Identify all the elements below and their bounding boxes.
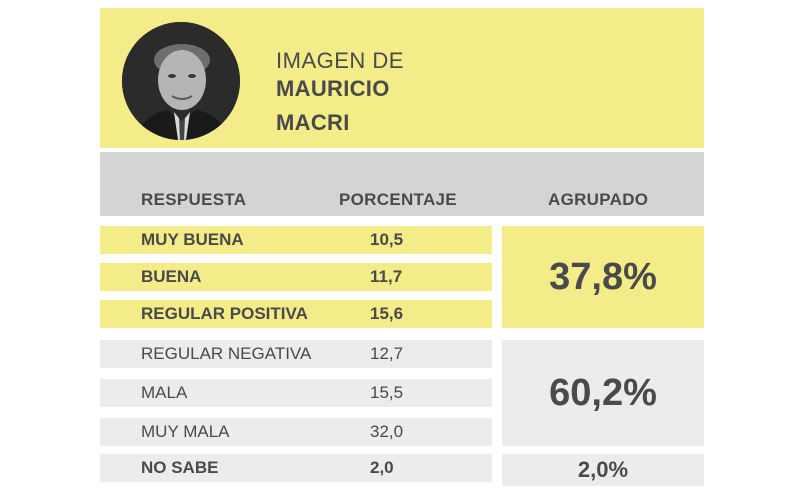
group-negative-total: 60,2%: [502, 340, 704, 446]
table-row: MALA 15,5: [100, 379, 492, 407]
row-percentage: 15,6: [370, 304, 404, 323]
group-unknown-total: 2,0%: [502, 454, 704, 486]
row-label: BUENA: [141, 267, 202, 286]
table-row: REGULAR POSITIVA 15,6: [100, 300, 492, 328]
table-row: BUENA 11,7: [100, 263, 492, 291]
title-line-1: IMAGEN DE: [276, 48, 404, 73]
row-percentage: 2,0: [370, 458, 394, 477]
column-header-porcentaje: PORCENTAJE: [339, 190, 457, 209]
table-row: REGULAR NEGATIVA 12,7: [100, 340, 492, 368]
title-line-3: MACRI: [276, 110, 350, 135]
table-row: NO SABE 2,0: [100, 454, 492, 482]
title-panel: IMAGEN DE MAURICIO MACRI: [100, 8, 704, 148]
row-label: REGULAR NEGATIVA: [141, 344, 312, 363]
row-label: MALA: [141, 383, 188, 402]
row-percentage: 10,5: [370, 230, 404, 249]
table-header-band: [100, 152, 704, 216]
row-percentage: 12,7: [370, 344, 404, 363]
row-label: NO SABE: [141, 458, 219, 477]
row-percentage: 11,7: [370, 267, 403, 286]
table-row: MUY MALA 32,0: [100, 418, 492, 446]
column-header-agrupado: AGRUPADO: [548, 190, 649, 209]
column-header-respuesta: RESPUESTA: [141, 190, 247, 209]
row-percentage: 15,5: [370, 383, 404, 402]
row-label: MUY MALA: [141, 422, 230, 441]
portrait-photo: [122, 22, 240, 140]
row-label: REGULAR POSITIVA: [141, 304, 308, 323]
group-positive-total: 37,8%: [502, 226, 704, 328]
row-percentage: 32,0: [370, 422, 404, 441]
row-label: MUY BUENA: [141, 230, 244, 249]
portrait-image: [122, 22, 240, 140]
title-line-2: MAURICIO: [276, 76, 390, 101]
table-row: MUY BUENA 10,5: [100, 226, 492, 254]
